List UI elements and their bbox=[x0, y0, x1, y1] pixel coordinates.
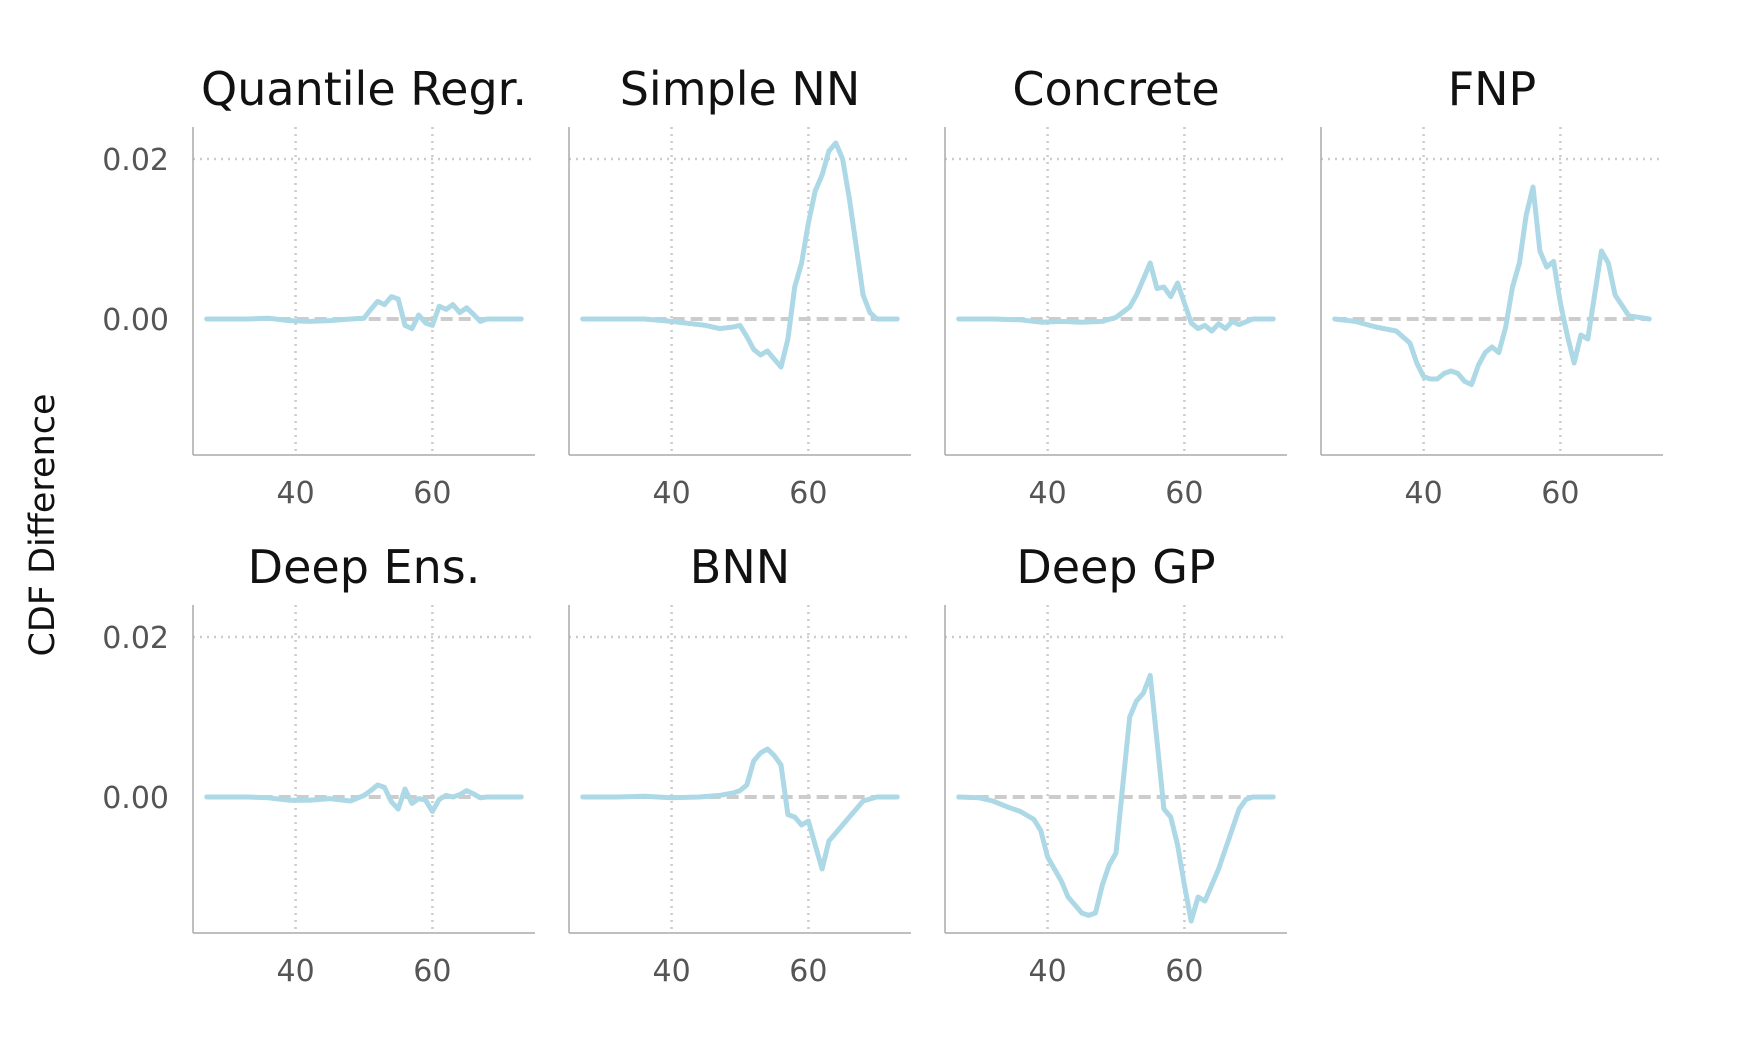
panel-title: Quantile Regr. bbox=[201, 62, 527, 116]
panel-title: Deep GP bbox=[1016, 540, 1215, 594]
series-line bbox=[580, 746, 900, 872]
panel-0: Quantile Regr. 40 60 0.00 0.02 bbox=[102, 62, 535, 511]
panel-title: Deep Ens. bbox=[248, 540, 481, 594]
panel-3: FNP 40 60 bbox=[1320, 62, 1663, 511]
series-line bbox=[204, 782, 524, 814]
x-tick-label: 40 bbox=[1029, 476, 1067, 511]
series-line bbox=[956, 260, 1276, 334]
y-axis-label: CDF Difference bbox=[23, 393, 63, 656]
y-tick-label: 0.00 bbox=[102, 781, 169, 816]
x-tick-label: 40 bbox=[1405, 476, 1443, 511]
series-line bbox=[580, 140, 900, 370]
panel-title: BNN bbox=[690, 540, 790, 594]
x-tick-label: 40 bbox=[1029, 954, 1067, 989]
x-tick-label: 60 bbox=[413, 954, 451, 989]
x-tick-label: 60 bbox=[1165, 476, 1203, 511]
x-tick-label: 60 bbox=[1165, 954, 1203, 989]
panel-5: BNN 40 60 bbox=[568, 540, 911, 989]
x-tick-label: 60 bbox=[1541, 476, 1579, 511]
x-tick-label: 40 bbox=[653, 476, 691, 511]
x-tick-label: 60 bbox=[789, 954, 827, 989]
y-tick-label: 0.02 bbox=[102, 621, 169, 656]
panel-2: Concrete 40 60 bbox=[944, 62, 1287, 511]
series-line bbox=[204, 294, 524, 332]
panel-title: Simple NN bbox=[620, 62, 861, 116]
x-tick-label: 40 bbox=[277, 954, 315, 989]
x-tick-label: 60 bbox=[413, 476, 451, 511]
panel-1: Simple NN 40 60 bbox=[568, 62, 911, 511]
series-line bbox=[1332, 184, 1652, 388]
panel-title: FNP bbox=[1448, 62, 1537, 116]
series-line bbox=[956, 672, 1276, 924]
panel-title: Concrete bbox=[1012, 62, 1219, 116]
x-tick-label: 60 bbox=[789, 476, 827, 511]
x-tick-label: 40 bbox=[277, 476, 315, 511]
panel-4: Deep Ens. 40 60 0.00 0.02 bbox=[102, 540, 535, 989]
y-tick-label: 0.02 bbox=[102, 143, 169, 178]
x-tick-label: 40 bbox=[653, 954, 691, 989]
y-tick-label: 0.00 bbox=[102, 303, 169, 338]
panel-6: Deep GP 40 60 bbox=[944, 540, 1287, 989]
